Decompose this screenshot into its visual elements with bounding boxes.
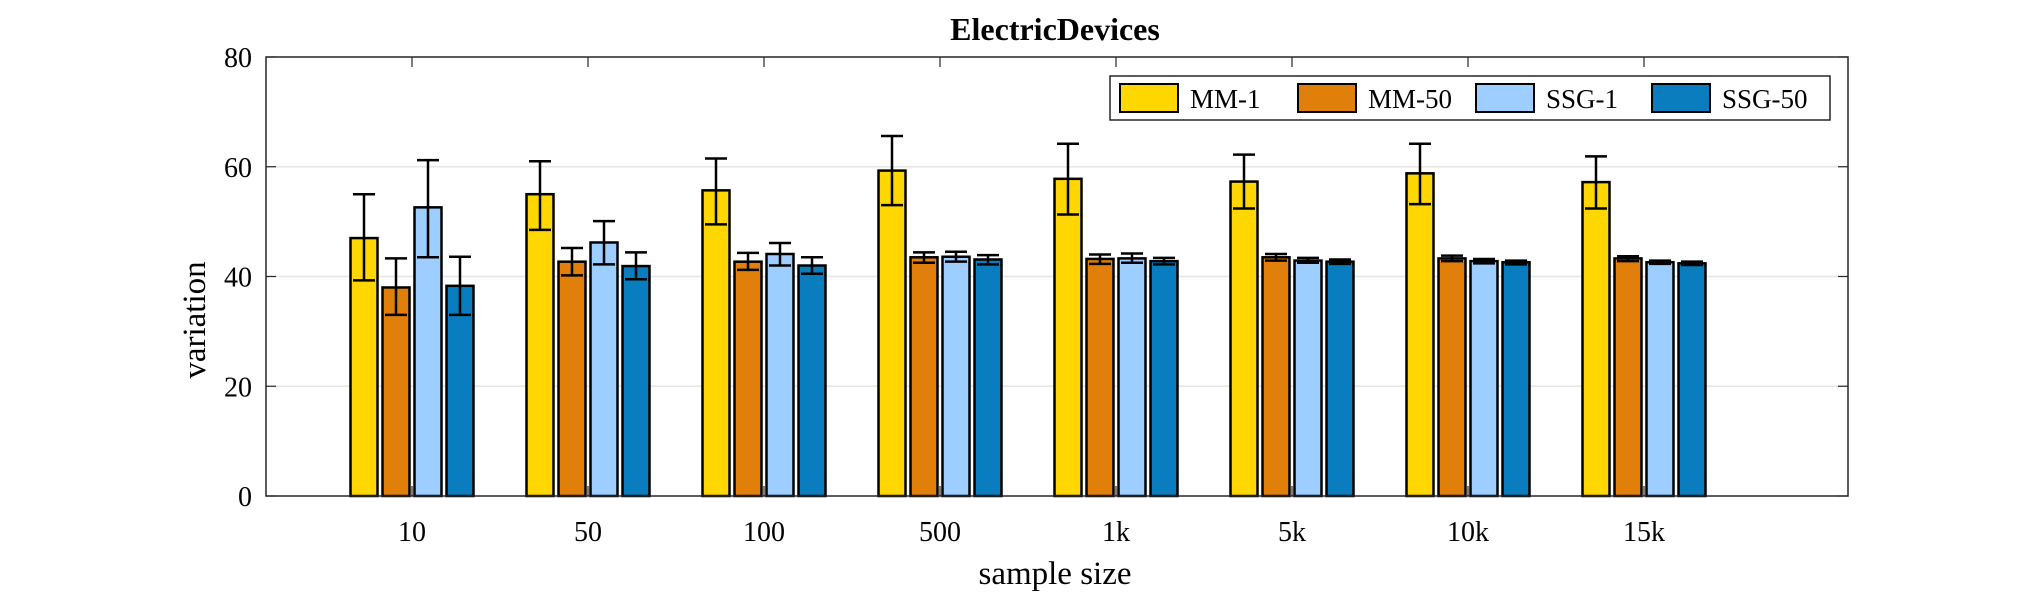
bar-mm-1 xyxy=(525,192,555,498)
x-tick-label: 10k xyxy=(1447,517,1489,548)
bar-mm-50 xyxy=(909,256,939,498)
bar-mm-1 xyxy=(1405,172,1435,498)
bar-mm-50 xyxy=(733,260,763,498)
bar-mm-50 xyxy=(557,260,587,498)
bar-ssg-1 xyxy=(1469,259,1499,498)
bar-mm-1 xyxy=(877,169,907,498)
axes-box xyxy=(265,56,1849,497)
bar-ssg-50 xyxy=(1149,259,1179,498)
bar-ssg-1 xyxy=(1117,257,1147,498)
bar-ssg-50 xyxy=(1677,262,1707,498)
x-tick-label: 50 xyxy=(574,517,602,548)
legend-label-ssg-1: SSG-1 xyxy=(1546,84,1618,114)
legend-swatch-mm-50 xyxy=(1297,83,1357,113)
bar-mm-50 xyxy=(381,286,411,498)
bar-ssg-1 xyxy=(765,252,795,498)
legend-label-mm-50: MM-50 xyxy=(1368,84,1452,114)
chart-title: ElectricDevices xyxy=(950,11,1160,47)
y-tick-label: 80 xyxy=(224,43,252,74)
y-tick-label: 20 xyxy=(224,372,252,403)
x-axis-label: sample size xyxy=(978,556,1131,592)
bar-ssg-1 xyxy=(1293,259,1323,498)
x-tick-label: 100 xyxy=(743,517,785,548)
bar-ssg-50 xyxy=(1325,260,1355,498)
x-tick-label: 5k xyxy=(1278,517,1306,548)
bar-ssg-50 xyxy=(1501,260,1531,498)
bar-mm-1 xyxy=(1229,180,1259,498)
bar-ssg-50 xyxy=(445,284,475,498)
legend: MM-1 MM-50 SSG-1 SSG-50 xyxy=(1109,75,1831,121)
bar-ssg-50 xyxy=(797,264,827,498)
y-tick-label: 60 xyxy=(224,153,252,184)
legend-label-mm-1: MM-1 xyxy=(1190,84,1261,114)
bar-mm-1 xyxy=(701,189,731,498)
bar-mm-1 xyxy=(1053,177,1083,498)
x-tick-label: 500 xyxy=(919,517,961,548)
bar-mm-50 xyxy=(1261,256,1291,498)
bar-ssg-50 xyxy=(973,258,1003,498)
bar-mm-1 xyxy=(1581,180,1611,498)
bar-ssg-50 xyxy=(621,264,651,498)
bar-ssg-1 xyxy=(1645,260,1675,498)
legend-swatch-mm-1 xyxy=(1119,83,1179,113)
y-tick-label: 40 xyxy=(224,263,252,294)
legend-swatch-ssg-50 xyxy=(1651,83,1711,113)
x-tick-label: 1k xyxy=(1102,517,1130,548)
bar-ssg-1 xyxy=(941,255,971,498)
legend-swatch-ssg-1 xyxy=(1475,83,1535,113)
bar-mm-50 xyxy=(1613,257,1643,498)
legend-label-ssg-50: SSG-50 xyxy=(1722,84,1808,114)
x-tick-label: 10 xyxy=(398,517,426,548)
bar-mm-50 xyxy=(1437,257,1467,498)
x-tick-label: 15k xyxy=(1623,517,1665,548)
bar-mm-50 xyxy=(1085,257,1115,498)
y-tick-label: 0 xyxy=(238,482,252,513)
plot-area: 0 20 40 60 80 10 50 100 500 1k 5k 10k 15k xyxy=(224,43,1849,548)
y-axis-label: variation xyxy=(177,261,213,378)
bar-ssg-1 xyxy=(589,241,619,498)
